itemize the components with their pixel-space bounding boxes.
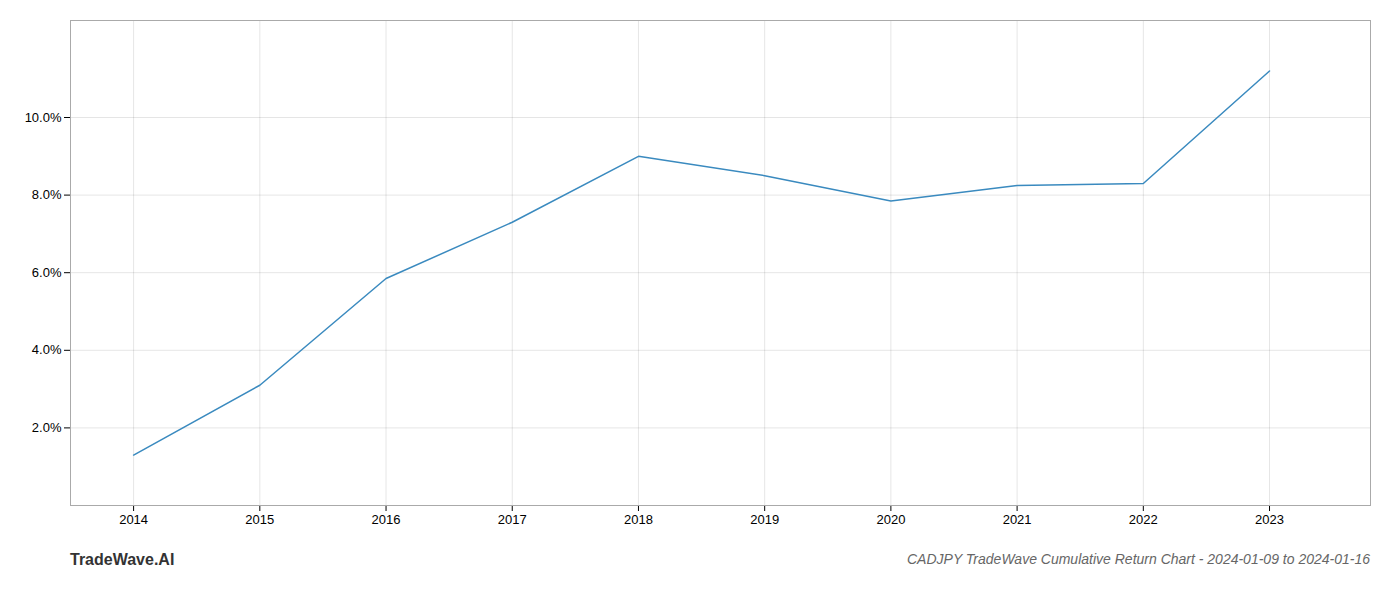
svg-text:4.0%: 4.0% [32, 342, 62, 357]
svg-text:2014: 2014 [119, 512, 148, 527]
svg-text:2023: 2023 [1255, 512, 1284, 527]
html-text:CADJPY TradeWave Cumulative Re: CADJPY TradeWave Cumulative Return Chart… [907, 551, 1370, 567]
html-text:TradeWave.AI: TradeWave.AI [70, 551, 175, 568]
svg-text:2021: 2021 [1003, 512, 1032, 527]
svg-text:2019: 2019 [750, 512, 779, 527]
svg-text:10.0%: 10.0% [25, 110, 62, 125]
svg-text:6.0%: 6.0% [32, 265, 62, 280]
svg-text:2015: 2015 [245, 512, 274, 527]
svg-text:2017: 2017 [498, 512, 527, 527]
svg-text:2018: 2018 [624, 512, 653, 527]
svg-text:8.0%: 8.0% [32, 187, 62, 202]
svg-text:2016: 2016 [372, 512, 401, 527]
svg-text:2020: 2020 [876, 512, 905, 527]
svg-text:2022: 2022 [1129, 512, 1158, 527]
svg-text:2.0%: 2.0% [32, 420, 62, 435]
